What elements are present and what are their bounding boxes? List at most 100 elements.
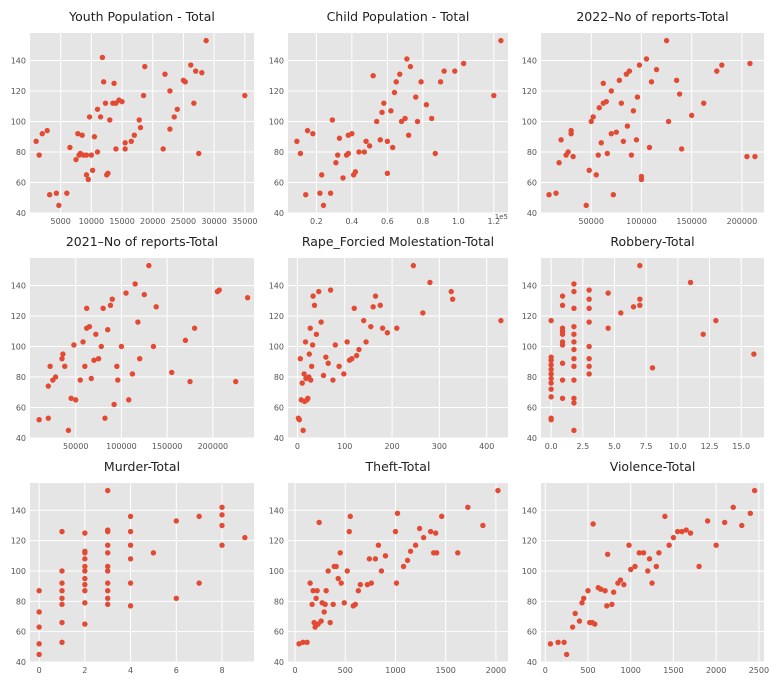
data-point — [427, 528, 434, 535]
data-point — [111, 80, 117, 87]
data-point — [586, 319, 592, 325]
data-point — [586, 287, 592, 293]
data-point — [322, 601, 328, 608]
data-point — [547, 641, 554, 647]
y-tick-label: 100 — [11, 117, 26, 126]
data-point — [586, 363, 592, 370]
data-point — [309, 601, 315, 608]
data-point — [341, 371, 347, 377]
data-point — [608, 88, 615, 94]
data-point — [404, 56, 410, 62]
chart-title: Youth Population - Total — [68, 9, 215, 24]
y-tick-label: 60 — [16, 628, 26, 637]
x-tick-label: 8 — [219, 666, 224, 675]
data-point — [559, 339, 566, 345]
data-point — [320, 202, 327, 209]
data-point — [308, 363, 315, 370]
y-tick-label: 40 — [16, 434, 26, 443]
x-offset-label: 1e5 — [495, 213, 508, 221]
data-point — [191, 325, 198, 331]
y-tick-label: 80 — [16, 597, 26, 606]
data-point — [137, 124, 144, 131]
data-point — [330, 377, 336, 383]
data-point — [379, 109, 385, 116]
data-point — [648, 79, 655, 85]
data-point — [127, 603, 134, 609]
data-point — [56, 202, 62, 209]
data-point — [433, 550, 440, 556]
data-point — [336, 135, 343, 141]
data-point — [379, 325, 386, 331]
data-point — [465, 504, 471, 510]
data-point — [233, 378, 239, 385]
data-point — [688, 112, 695, 119]
data-point — [135, 319, 141, 325]
data-point — [423, 101, 430, 108]
x-tick-label: 2.5 — [576, 442, 589, 451]
data-point — [102, 415, 108, 421]
data-point — [219, 542, 225, 548]
data-point — [563, 651, 570, 658]
data-point — [105, 568, 111, 574]
x-tick-label: 6 — [174, 666, 179, 675]
data-point — [413, 94, 419, 100]
data-point — [330, 601, 336, 608]
data-point — [701, 100, 707, 106]
data-point — [119, 98, 125, 105]
data-point — [628, 566, 634, 573]
data-point — [548, 317, 554, 324]
data-point — [384, 330, 391, 336]
data-point — [372, 556, 379, 562]
data-point — [98, 343, 105, 350]
data-point — [452, 68, 458, 74]
data-point — [113, 146, 119, 152]
plot-area — [30, 33, 254, 213]
data-point — [323, 354, 329, 360]
data-point — [105, 170, 111, 177]
data-point — [307, 580, 313, 586]
data-point — [404, 557, 411, 564]
data-point — [321, 609, 327, 615]
data-point — [609, 601, 615, 608]
data-point — [59, 595, 65, 601]
data-point — [141, 291, 147, 298]
data-point — [600, 80, 606, 87]
data-point — [402, 115, 408, 122]
data-point — [480, 522, 486, 529]
data-point — [393, 79, 399, 85]
data-point — [36, 624, 42, 630]
y-tick-label: 100 — [269, 342, 284, 351]
data-point — [630, 304, 637, 310]
data-point — [586, 305, 592, 312]
data-point — [675, 528, 681, 535]
y-tick-label: 40 — [527, 658, 537, 667]
data-point — [219, 504, 225, 510]
data-point — [670, 534, 677, 541]
x-tick-label: 30000 — [201, 217, 226, 226]
data-point — [122, 146, 128, 152]
data-point — [136, 117, 142, 123]
data-point — [394, 510, 401, 517]
data-point — [559, 302, 566, 308]
data-point — [637, 296, 643, 302]
data-point — [366, 556, 373, 562]
data-point — [182, 337, 189, 344]
data-point — [127, 580, 134, 586]
data-point — [460, 60, 467, 67]
data-point — [392, 528, 399, 535]
data-point — [571, 355, 577, 362]
data-point — [59, 528, 65, 535]
data-point — [427, 279, 433, 286]
data-point — [548, 380, 554, 386]
data-point — [429, 115, 435, 122]
data-point — [548, 375, 554, 382]
data-point — [608, 130, 615, 137]
x-tick-label: 1000 — [385, 666, 405, 675]
data-point — [491, 92, 497, 99]
data-point — [666, 542, 672, 548]
data-point — [747, 60, 753, 67]
x-tick-label: 1.0 — [452, 217, 465, 226]
data-point — [36, 609, 42, 615]
data-point — [302, 339, 309, 345]
data-point — [696, 563, 702, 570]
